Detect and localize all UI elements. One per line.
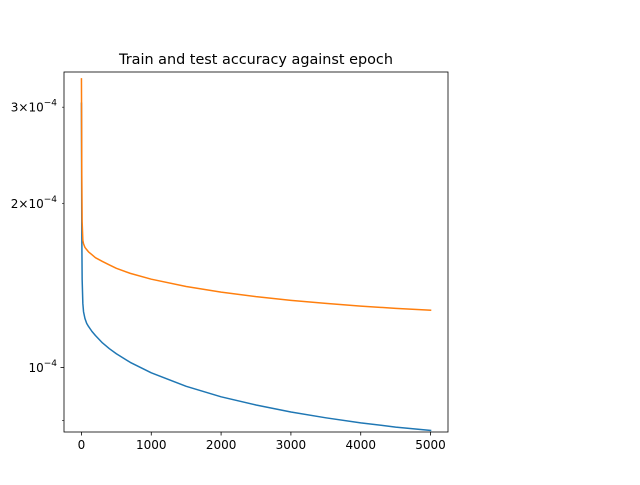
axes: 0 1000 2000 3000 4000 5000 10−4 2×10−4 3×10−4: [11, 71, 449, 452]
x-tick-label: 1000: [136, 438, 167, 452]
series-line-1: [80, 102, 432, 432]
x-tick-label: 0: [78, 438, 86, 452]
y-tick-label: 2×10−4: [11, 195, 58, 211]
y-tick-label: 10−4: [28, 359, 57, 375]
x-tick-label: 3000: [276, 438, 307, 452]
x-tick-label: 5000: [415, 438, 446, 452]
y-tick-label: 3×10−4: [11, 99, 58, 115]
x-tick-label: 4000: [345, 438, 376, 452]
chart-title: Train and test accuracy against epoch: [118, 52, 393, 68]
plot-area: [80, 78, 432, 432]
x-tick-label: 2000: [206, 438, 237, 452]
series-line-2: [80, 78, 432, 311]
plot-frame: [63, 71, 449, 433]
